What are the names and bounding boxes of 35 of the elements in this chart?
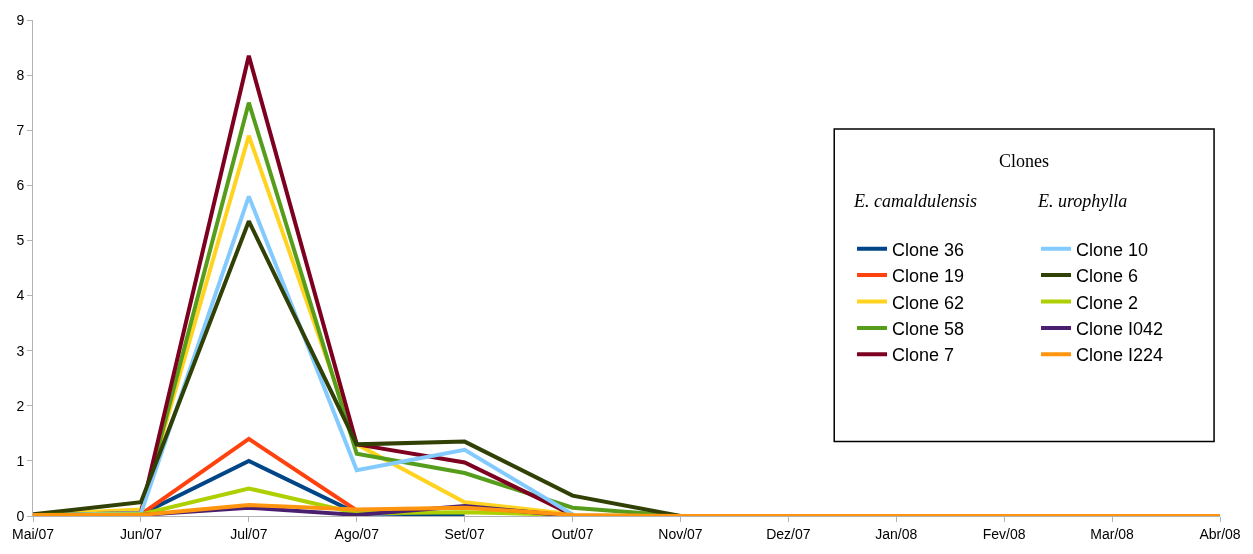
x-tick-label: Nov/07 <box>658 525 703 542</box>
x-tick-label: Jun/07 <box>119 525 163 542</box>
y-tick-label: 3 <box>16 342 25 359</box>
legend-label: Clone 2 <box>1076 292 1139 313</box>
legend-label: Clone 19 <box>892 266 965 287</box>
legend-title: Clones <box>999 151 1050 171</box>
x-tick-label: Mai/07 <box>11 525 55 542</box>
x-tick-label: Abr/08 <box>1199 525 1241 542</box>
x-tick-label: Ago/07 <box>334 525 380 542</box>
legend-label: Clone 36 <box>892 239 965 260</box>
x-tick-label: Set/07 <box>444 525 486 542</box>
legend-label: Clone 58 <box>892 318 965 339</box>
y-tick-label: 0 <box>16 507 25 524</box>
legend-label: Clone I042 <box>1076 318 1164 339</box>
y-tick-label: 6 <box>16 177 25 194</box>
legend-label: Clone I224 <box>1076 345 1164 366</box>
annotation: E. urophylla <box>1037 191 1128 212</box>
x-tick-label: Fev/08 <box>982 525 1026 542</box>
x-tick-label: Jan/08 <box>875 525 918 542</box>
legend-label: Clone 6 <box>1076 266 1139 287</box>
y-tick-label: 5 <box>16 232 25 249</box>
legend-label: Clone 10 <box>1076 239 1149 260</box>
annotation: E. camaldulensis <box>853 191 978 212</box>
x-tick-label: Mar/08 <box>1090 525 1135 542</box>
y-tick-label: 7 <box>16 122 25 139</box>
legend-label: Clone 7 <box>892 345 955 366</box>
legend-label: Clone 62 <box>892 292 965 313</box>
y-tick-label: 2 <box>16 397 25 414</box>
y-tick-label: 4 <box>16 287 25 304</box>
x-tick-label: Jul/07 <box>230 525 268 542</box>
y-tick-label: 9 <box>16 11 25 28</box>
y-tick-label: 8 <box>16 67 25 84</box>
x-tick-label: Dez/07 <box>766 525 811 542</box>
y-tick-label: 1 <box>16 452 25 469</box>
x-tick-label: Out/07 <box>551 525 594 542</box>
